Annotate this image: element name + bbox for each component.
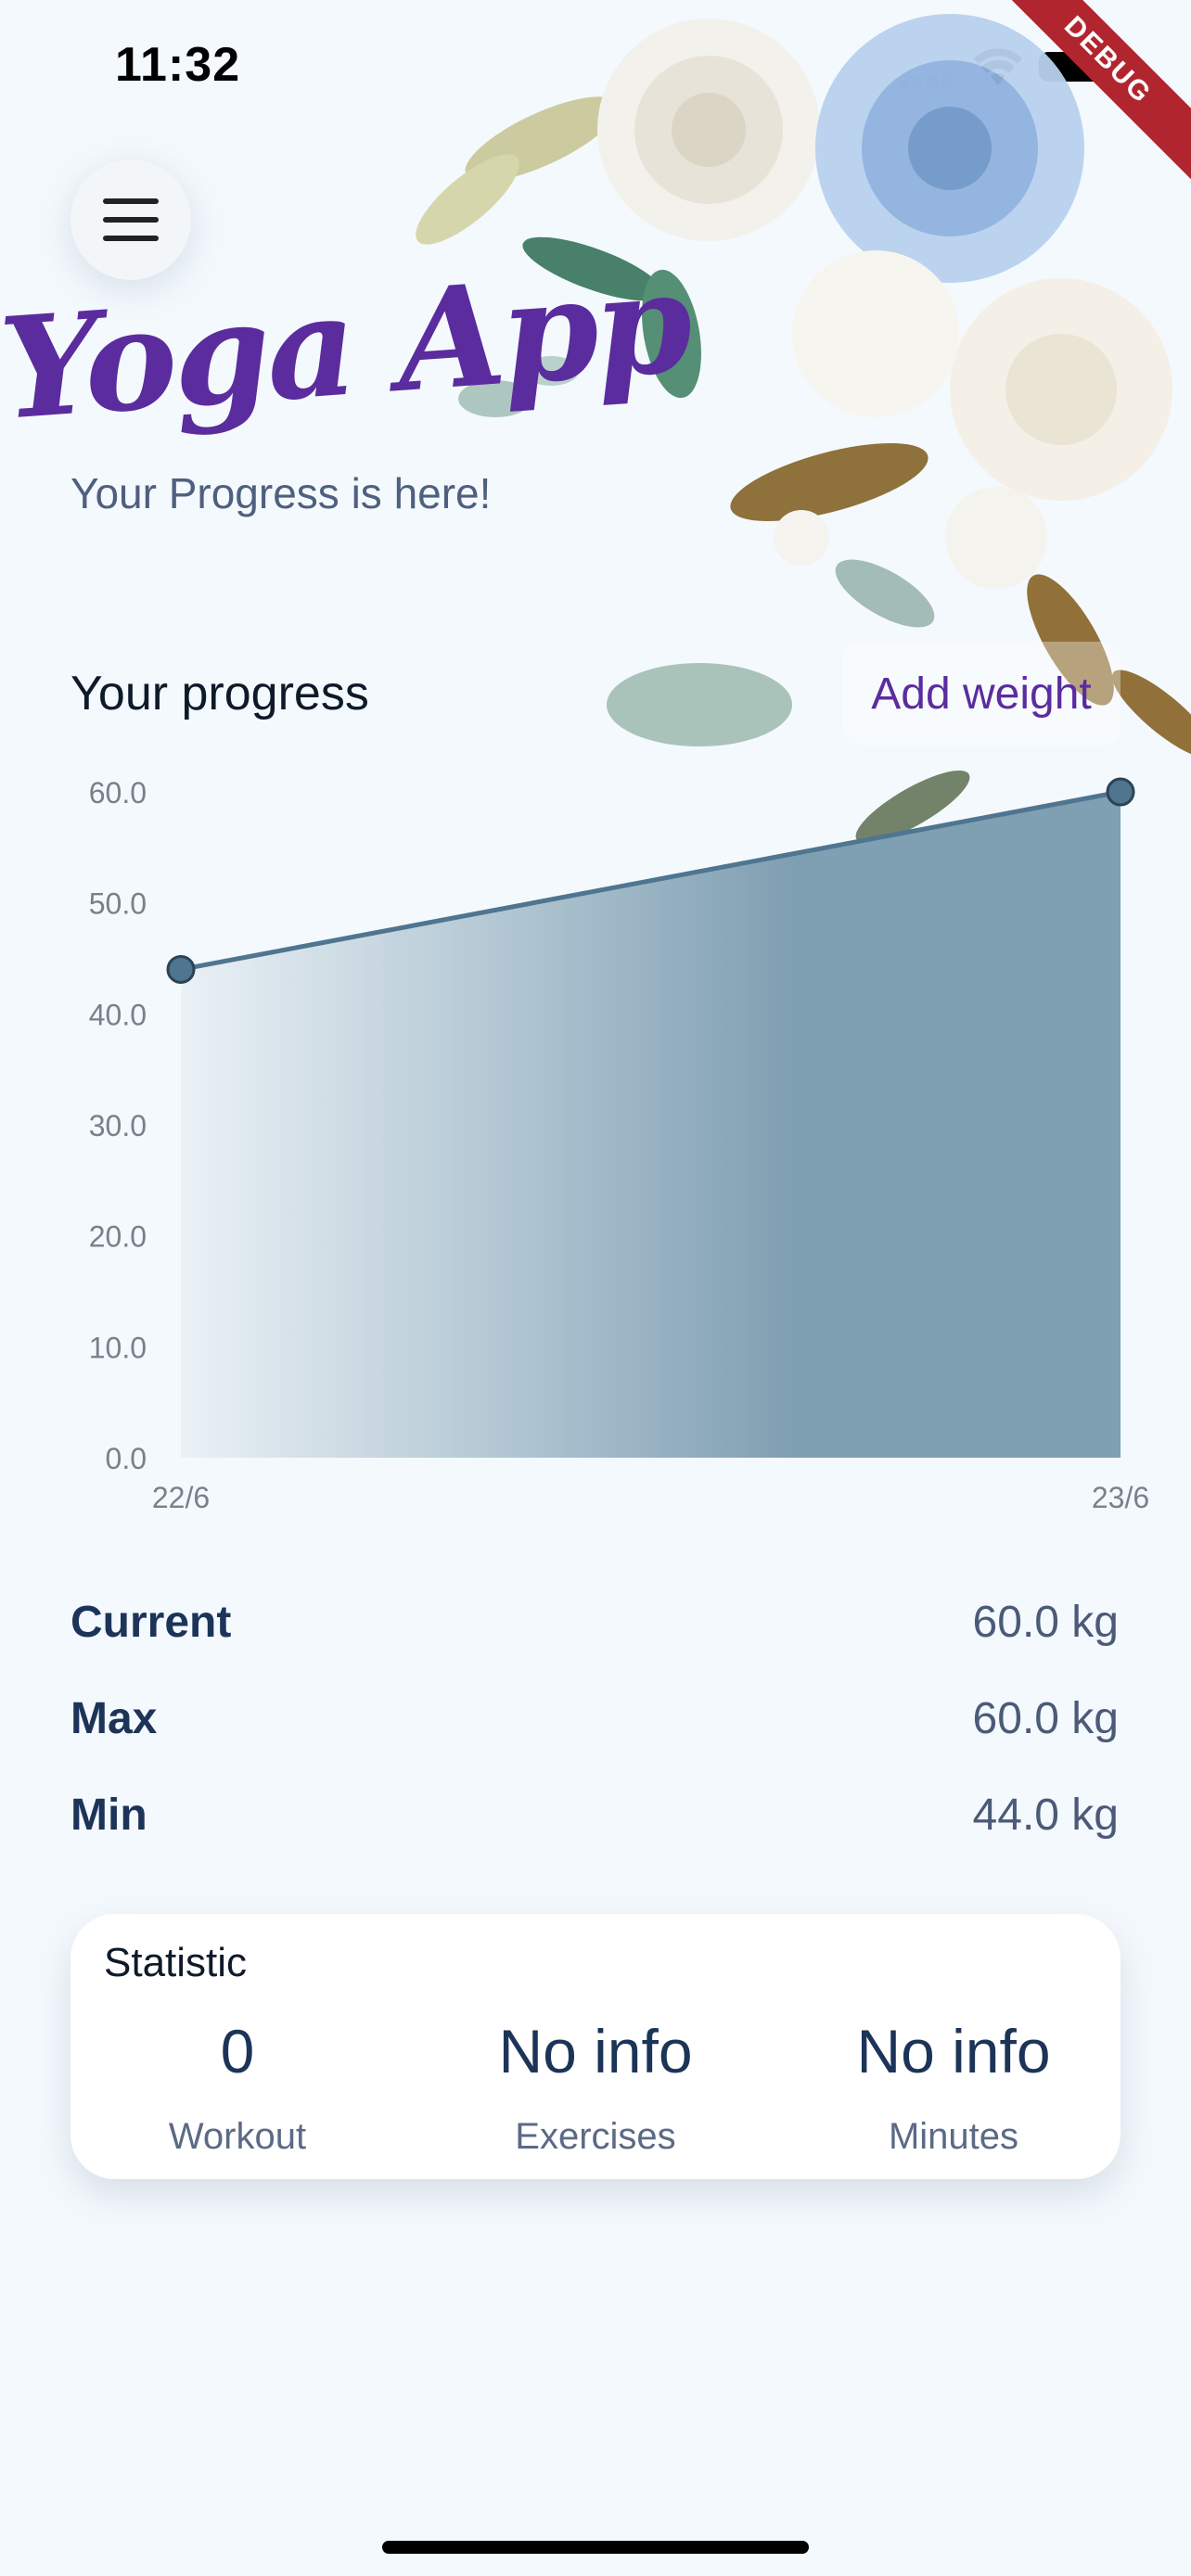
statistic-card: Statistic 0 Workout No info Exercises No… [70,1914,1121,2179]
minutes-count: No info [856,2017,1051,2085]
stat-max-value: 60.0 kg [972,1694,1119,1743]
home-indicator [382,2541,809,2554]
stat-min-label: Min [70,1791,147,1840]
chart-series-line [180,789,1121,972]
wifi-icon [974,48,1022,85]
y-tick-label: 20.0 [89,1220,147,1254]
status-time: 11:32 [115,38,241,92]
minutes-caption: Minutes [888,2116,1019,2157]
workout-count: 0 [220,2017,255,2085]
minutes-stat: No info Minutes [787,2016,1121,2158]
chart-data-point [166,954,196,984]
hamburger-menu-icon [103,198,159,241]
progress-title: Your progress [70,667,369,721]
exercises-count: No info [498,2017,693,2085]
workout-stat: 0 Workout [70,2016,404,2158]
workout-caption: Workout [168,2116,307,2157]
chart-area-fill [181,792,1121,1458]
statistic-card-title: Statistic [104,1940,248,1985]
weight-progress-chart: 60.0 50.0 40.0 30.0 20.0 10.0 0.0 22/6 23/6 [89,776,1149,1514]
debug-banner: DEBUG [984,0,1191,184]
y-tick-label: 60.0 [89,776,147,810]
stat-min-value: 44.0 kg [972,1791,1119,1840]
exercises-caption: Exercises [515,2116,676,2157]
x-tick-label: 22/6 [152,1481,210,1514]
menu-button[interactable] [70,159,191,280]
cellular-signal-icon [898,72,952,87]
stat-current-label: Current [70,1598,232,1647]
y-tick-label: 0.0 [106,1442,147,1475]
add-weight-button[interactable]: Add weight [842,642,1121,746]
app-subtitle: Your Progress is here! [70,469,492,517]
stat-max-label: Max [70,1694,158,1743]
stat-current-value: 60.0 kg [972,1598,1119,1647]
y-tick-label: 10.0 [89,1331,147,1364]
y-tick-label: 30.0 [89,1109,147,1142]
y-tick-label: 40.0 [89,998,147,1031]
y-tick-label: 50.0 [89,887,147,921]
x-tick-label: 23/6 [1092,1481,1149,1514]
exercises-stat: No info Exercises [429,2016,762,2158]
chart-data-point [1106,777,1135,807]
